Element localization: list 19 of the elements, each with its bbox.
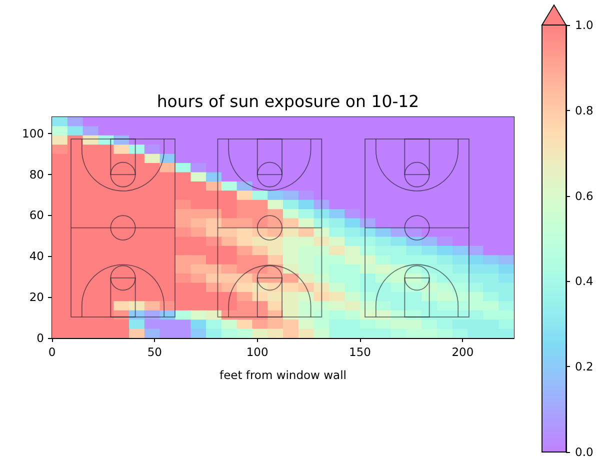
chart-title: hours of sun exposure on 10-12 — [156, 92, 420, 111]
color-bar-label: 0.2 — [575, 360, 594, 374]
color-bar-label: 1.0 — [575, 18, 594, 32]
x-tick-label: 0 — [48, 345, 56, 359]
y-tick-label: 40 — [29, 249, 44, 264]
y-tick-label: 0 — [36, 331, 44, 345]
x-tick-label: 100 — [246, 345, 268, 359]
color-bar-label: 0.0 — [575, 445, 594, 459]
color-bar-label: 0.6 — [575, 188, 594, 203]
color-bar-label: 0.4 — [575, 274, 594, 288]
x-axis-title: feet from window wall — [220, 368, 346, 382]
color-bar-label: 0.8 — [575, 103, 594, 118]
y-tick-label: 20 — [29, 290, 44, 304]
y-tick-label: 60 — [29, 208, 44, 222]
y-tick-label: 80 — [29, 167, 44, 182]
x-tick-label: 200 — [452, 345, 474, 359]
y-tick-label: 100 — [22, 126, 44, 140]
x-tick-label: 150 — [349, 345, 371, 359]
x-tick-label: 50 — [147, 345, 162, 359]
